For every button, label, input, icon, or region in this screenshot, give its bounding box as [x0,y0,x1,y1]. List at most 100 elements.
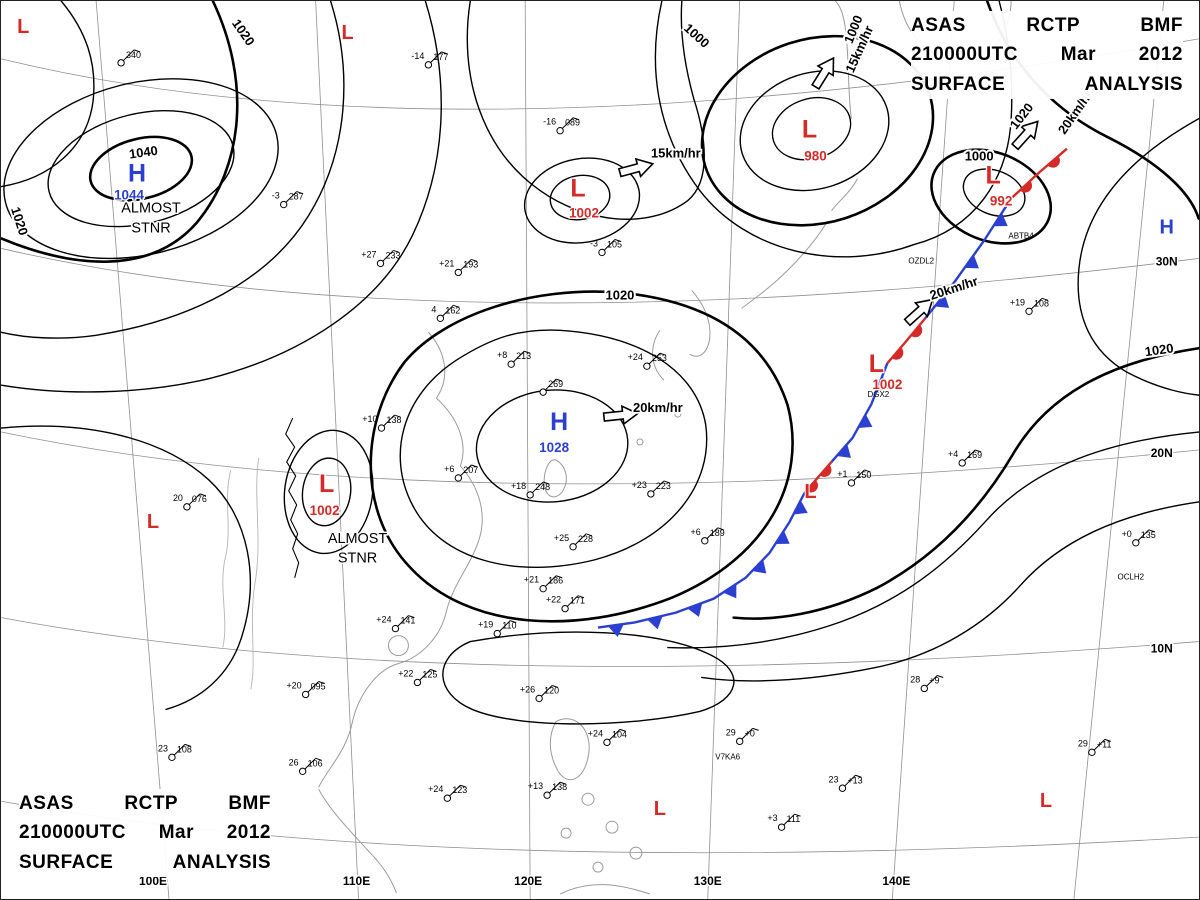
station-value: 340 [126,50,141,60]
cold-front-pip [647,615,663,630]
station-value: +13 [847,775,862,785]
fronts [597,147,1068,637]
isobars [549,174,611,221]
cold-front-pip [876,376,891,392]
title-line1: ASAS RCTP BMF [911,15,1183,36]
station-value: 248 [535,482,550,492]
station-plot [853,469,865,482]
station-plot [752,727,759,731]
isobars [930,148,1053,245]
station-value: 138 [386,415,401,425]
grid-label: 30N [1156,254,1178,268]
trough-line [285,417,300,578]
station-plot [471,258,478,262]
station-plot [377,424,386,432]
station-id: OCLH2 [1118,573,1145,582]
station-plot: 269 [539,378,563,396]
low-letter: L [1040,790,1052,812]
low-letter: L [654,798,666,820]
station-plot: 125 +22 [398,668,437,687]
isobars [1,425,251,711]
station-value: 162 [445,305,460,315]
station-plot [585,533,593,537]
station-plot: 138 +10 [362,414,401,432]
station-plot [855,774,862,778]
chart-title-bottom: ASAS RCTP BMF 210000UTC Mar 2012 SURFACE… [19,788,271,877]
station-value: 105 [607,239,622,249]
cold-front-pip [836,443,851,458]
isobars [399,329,708,568]
station-temp: +24 [628,352,643,362]
grid-label: 130E [694,874,722,888]
station-plot [544,575,557,587]
station-plot: 138 +13 [528,781,567,799]
cold-front-pip [964,254,979,269]
grid-label: 10N [1151,642,1173,656]
station-temp: +21 [439,258,454,268]
warm-front-pip [806,480,819,493]
station-plot [777,823,786,831]
warm-front-line [803,461,833,494]
wind-speed-label: 15km/hr [651,146,701,161]
isobar-label: 1020 [8,205,31,237]
station-plot [424,61,433,69]
station-value: 228 [578,534,593,544]
station-plot [499,620,511,632]
station-plot [524,350,531,354]
terrain-contours [250,457,260,690]
warm-front-line [1010,147,1068,200]
station-plot [920,684,928,693]
station-plot [555,575,563,579]
station-plots: 340 177 -14 287 -3 233 +27 193 +21 089 -16 105 -3 162… [117,49,1156,831]
station-plot: 104 +24 [588,728,627,747]
station-plot [460,784,467,788]
station-plot: 340 [117,49,141,67]
station-temp: +18 [511,481,526,491]
isobars [88,135,194,202]
station-plot [741,728,754,740]
station-temp: -16 [543,117,556,127]
isobars [475,389,629,503]
station-plot [436,314,445,322]
trough-line [285,417,300,578]
station-plot [844,774,856,787]
station-plot: 171 +22 [546,595,585,613]
station-temp: +24 [428,784,443,794]
station-plot [561,604,569,613]
station-plot [507,360,515,368]
station-temp: +0 [1122,529,1132,539]
station-plot [540,685,553,697]
station-plot: 228 +25 [554,533,593,551]
warm-front-pip [910,324,923,338]
chart-title-top: ASAS RCTP BMF 210000UTC Mar 2012 SURFACE… [911,11,1183,100]
coastlines [835,1,852,119]
station-temp: +27 [361,249,376,259]
isobars [301,457,352,527]
station-plot [184,743,192,747]
high-center-letter: H [550,408,568,436]
coastlines [559,884,651,895]
station-plot [531,481,544,494]
wind-speed-label: 20km/hr [633,400,683,415]
station-plot [307,681,319,693]
station-plot: +13 23 [828,774,863,792]
isobar-label: 1040 [128,143,159,162]
coastlines [549,718,590,781]
coastlines [318,1,1012,895]
latlon-grid [1,617,1199,667]
grid-label: 110E [343,874,370,888]
pressure-value: 1002 [569,206,599,221]
station-temp: +20 [286,680,301,690]
station-plot [652,480,665,493]
station-value: 120 [544,685,559,695]
station-plot [296,191,303,195]
station-value: 177 [433,52,448,62]
isobar-label: 1000 [965,149,994,164]
isobars [1,1,442,393]
station-plot [542,481,550,485]
station-plot [460,464,472,477]
station-plot [393,249,400,253]
station-value: 287 [289,192,304,202]
